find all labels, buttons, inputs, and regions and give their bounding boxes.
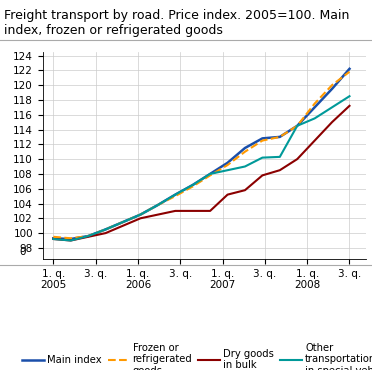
Other
transportation
in special vehicle (243, 164, 247, 169)
Dry goods
in bulk (155, 212, 160, 217)
Frozen or
refrigerated
goods (86, 234, 90, 238)
Line: Other
transportation
in special vehicle: Other transportation in special vehicle (53, 96, 350, 240)
Main index (260, 136, 264, 141)
Main index (68, 237, 73, 241)
Dry goods
in bulk (295, 157, 299, 161)
Main index (173, 192, 177, 197)
Other
transportation
in special vehicle (86, 234, 90, 238)
Main index (190, 183, 195, 187)
Line: Dry goods
in bulk: Dry goods in bulk (53, 106, 350, 240)
Dry goods
in bulk (51, 237, 55, 241)
Frozen or
refrigerated
goods (138, 212, 143, 217)
Other
transportation
in special vehicle (295, 124, 299, 128)
Frozen or
refrigerated
goods (243, 149, 247, 154)
Main index (138, 212, 143, 217)
Other
transportation
in special vehicle (68, 238, 73, 243)
Main index (208, 172, 212, 176)
Dry goods
in bulk (121, 223, 125, 228)
Other
transportation
in special vehicle (278, 155, 282, 159)
Frozen or
refrigerated
goods (330, 83, 334, 87)
Frozen or
refrigerated
goods (347, 70, 352, 74)
Text: 0: 0 (19, 246, 26, 257)
Other
transportation
in special vehicle (260, 155, 264, 160)
Other
transportation
in special vehicle (155, 203, 160, 207)
Frozen or
refrigerated
goods (260, 138, 264, 143)
Main index (155, 203, 160, 207)
Dry goods
in bulk (260, 173, 264, 178)
Frozen or
refrigerated
goods (278, 135, 282, 139)
Dry goods
in bulk (208, 209, 212, 213)
Line: Frozen or
refrigerated
goods: Frozen or refrigerated goods (53, 72, 350, 238)
Frozen or
refrigerated
goods (51, 235, 55, 239)
Frozen or
refrigerated
goods (295, 124, 299, 128)
Dry goods
in bulk (190, 209, 195, 213)
Other
transportation
in special vehicle (347, 94, 352, 98)
Main index (86, 234, 90, 238)
Text: Freight transport by road. Price index. 2005=100. Main
index, frozen or refriger: Freight transport by road. Price index. … (4, 9, 349, 37)
Dry goods
in bulk (173, 209, 177, 213)
Dry goods
in bulk (138, 216, 143, 221)
Frozen or
refrigerated
goods (103, 227, 108, 232)
Main index (312, 105, 317, 110)
Frozen or
refrigerated
goods (121, 220, 125, 224)
Main index (103, 227, 108, 232)
Dry goods
in bulk (278, 168, 282, 172)
Main index (278, 135, 282, 139)
Main index (121, 220, 125, 224)
Legend: Main index, Frozen or
refrigerated
goods, Dry goods
in bulk, Other
transportatio: Main index, Frozen or refrigerated goods… (22, 343, 372, 370)
Other
transportation
in special vehicle (121, 220, 125, 224)
Other
transportation
in special vehicle (173, 192, 177, 197)
Other
transportation
in special vehicle (51, 237, 55, 241)
Dry goods
in bulk (243, 188, 247, 192)
Main index (51, 236, 55, 240)
Dry goods
in bulk (103, 231, 108, 235)
Other
transportation
in special vehicle (138, 212, 143, 217)
Frozen or
refrigerated
goods (173, 194, 177, 198)
Other
transportation
in special vehicle (208, 172, 212, 176)
Dry goods
in bulk (330, 120, 334, 124)
Frozen or
refrigerated
goods (68, 236, 73, 240)
Main index (295, 124, 299, 128)
Dry goods
in bulk (347, 104, 352, 108)
Main index (243, 146, 247, 150)
Frozen or
refrigerated
goods (225, 163, 230, 167)
Other
transportation
in special vehicle (225, 168, 230, 172)
Other
transportation
in special vehicle (312, 116, 317, 121)
Dry goods
in bulk (312, 138, 317, 143)
Other
transportation
in special vehicle (103, 227, 108, 232)
Other
transportation
in special vehicle (330, 105, 334, 110)
Dry goods
in bulk (86, 235, 90, 239)
Frozen or
refrigerated
goods (312, 101, 317, 106)
Line: Main index: Main index (53, 69, 350, 239)
Dry goods
in bulk (225, 192, 230, 197)
Dry goods
in bulk (68, 238, 73, 243)
Frozen or
refrigerated
goods (190, 184, 195, 189)
Frozen or
refrigerated
goods (208, 173, 212, 178)
Main index (347, 67, 352, 71)
Main index (330, 87, 334, 91)
Main index (225, 161, 230, 165)
Other
transportation
in special vehicle (190, 183, 195, 187)
Frozen or
refrigerated
goods (155, 203, 160, 207)
